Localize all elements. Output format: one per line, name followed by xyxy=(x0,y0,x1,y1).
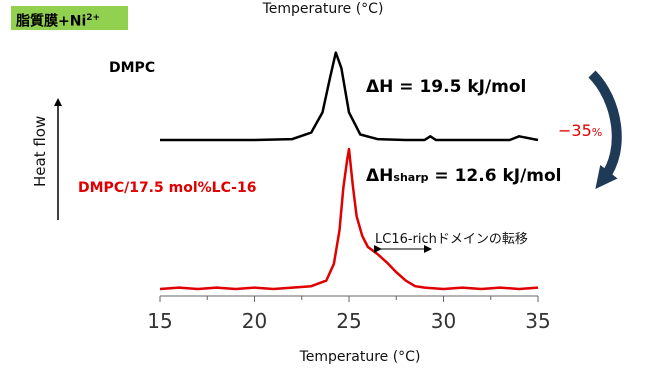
domain-transition-annotation: LC16-richドメインの転移 xyxy=(375,232,528,247)
dmpc-series-label: DMPC xyxy=(109,60,156,76)
series-line-0 xyxy=(160,51,539,142)
membrane-tag-text: 脂質膜+Ni xyxy=(16,13,87,30)
percent-change-annotation: −35% xyxy=(558,121,602,140)
membrane-tag-charge: 2+ xyxy=(86,13,101,23)
enthalpy-annotation: ΔH = 19.5 kJ/mol xyxy=(366,77,527,97)
sharp-enthalpy-subscript: sharp xyxy=(393,171,429,184)
x-tick-label: 25 xyxy=(336,309,361,333)
sharp-enthalpy-annotation: ΔHsharp = 12.6 kJ/mol xyxy=(366,166,562,186)
percent-change-unit: % xyxy=(591,126,603,139)
sharp-enthalpy-value: = 12.6 kJ/mol xyxy=(434,166,562,186)
x-tick-label: 30 xyxy=(431,309,456,333)
x-tick-label: 20 xyxy=(242,309,267,333)
x-tick-label: 15 xyxy=(147,309,172,333)
reduction-arrow xyxy=(588,70,622,190)
sharp-enthalpy-symbol: ΔH xyxy=(366,166,394,186)
membrane-tag: 脂質膜+Ni2+ xyxy=(11,6,128,30)
series-line-1 xyxy=(159,147,539,291)
top-axis-title: Temperature (°C) xyxy=(262,1,384,17)
x-tick-label: 35 xyxy=(525,309,550,333)
x-axis-title: Temperature (°C) xyxy=(299,349,421,365)
mixture-series-label: DMPC/17.5 mol%LC-16 xyxy=(78,180,257,196)
percent-change-value: −35 xyxy=(558,121,592,140)
